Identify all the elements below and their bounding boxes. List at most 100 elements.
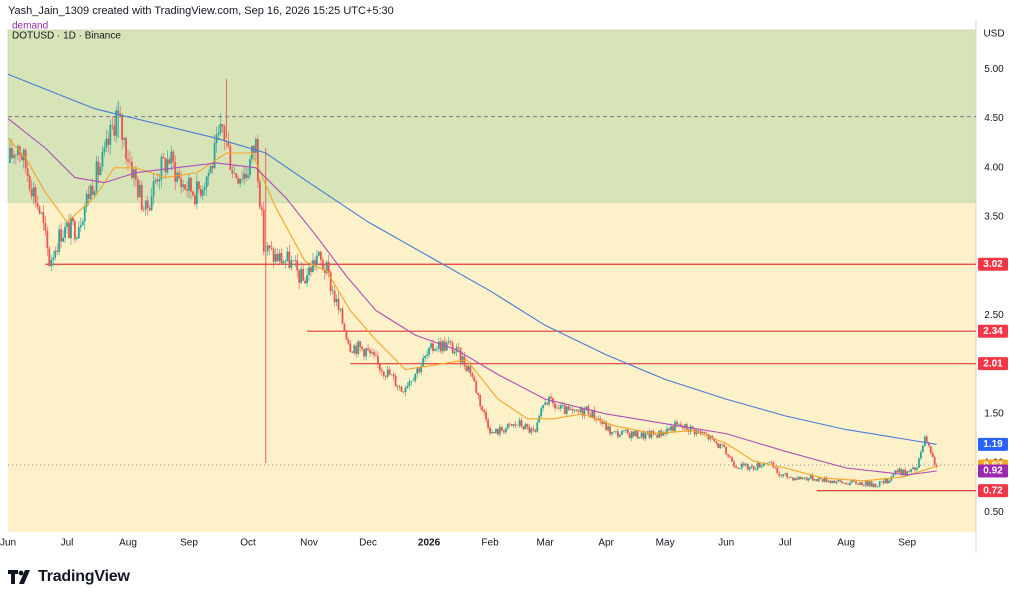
candle-body	[813, 479, 816, 481]
level-price-tag-0[interactable]	[978, 257, 1008, 271]
candle-body	[583, 409, 586, 416]
candle-body	[796, 478, 798, 480]
candle-body	[190, 177, 192, 192]
chart-canvas[interactable]: 5.004.504.003.502.501.501.000.50JunJulAu…	[0, 20, 1024, 553]
candle-body	[931, 452, 934, 458]
candle-body	[262, 209, 265, 252]
candle-body	[16, 146, 19, 155]
candle-body	[89, 185, 92, 200]
candle-body	[467, 366, 470, 371]
candle-body	[479, 395, 482, 407]
candle-body	[609, 426, 611, 435]
candle-body	[392, 374, 395, 377]
candle-body	[154, 179, 157, 182]
candle-body	[298, 270, 301, 283]
indicator-price-tag-0[interactable]	[978, 437, 1008, 451]
candle-body	[361, 346, 364, 349]
candle-body	[123, 138, 125, 140]
x-tick-label: Aug	[837, 538, 855, 549]
candle-body	[52, 257, 55, 260]
candle-body	[105, 138, 108, 148]
candle-body	[436, 348, 438, 350]
candle-body	[186, 189, 188, 191]
candle-body	[457, 347, 460, 348]
candle-body	[731, 457, 733, 462]
candle-body	[654, 434, 657, 435]
candle-body	[762, 463, 765, 467]
candle-body	[85, 193, 88, 207]
candle-body	[648, 431, 651, 438]
candle-body	[453, 351, 456, 354]
candle-body	[853, 480, 855, 482]
candle-body	[319, 252, 322, 260]
candle-body	[737, 467, 739, 469]
candle-body	[430, 343, 432, 348]
candle-body	[79, 225, 82, 228]
candle-body	[211, 165, 214, 169]
candle-body	[408, 381, 411, 386]
candle-body	[807, 478, 810, 481]
candle-body	[497, 428, 499, 435]
candle-body	[855, 481, 857, 484]
candle-body	[725, 446, 728, 455]
candle-body	[794, 478, 796, 481]
candle-body	[32, 187, 35, 197]
candle-body	[396, 386, 399, 388]
candle-body	[916, 467, 918, 470]
candle-body	[676, 421, 678, 425]
candle-body	[20, 155, 23, 161]
candle-body	[640, 432, 643, 438]
candle-body	[782, 474, 785, 476]
candle-body	[557, 407, 560, 409]
candle-body	[857, 483, 859, 485]
price-chart[interactable]: 5.004.504.003.502.501.501.000.50JunJulAu…	[0, 20, 1024, 553]
candle-body	[280, 253, 283, 264]
level-price-tag-2[interactable]	[978, 357, 1008, 371]
candle-body	[142, 209, 145, 211]
candle-body	[144, 200, 147, 210]
candle-body	[384, 375, 387, 377]
level-price-tag-1[interactable]	[978, 324, 1008, 338]
candle-body	[371, 352, 373, 354]
candle-body	[237, 178, 240, 184]
candle-body	[97, 161, 100, 175]
candle-body	[697, 430, 700, 432]
candle-body	[500, 427, 503, 431]
candle-body	[868, 481, 871, 486]
candle-body	[317, 252, 320, 256]
candle-body	[705, 433, 708, 435]
candle-body	[284, 260, 287, 262]
candle-body	[935, 464, 938, 467]
candle-body	[569, 409, 572, 410]
candle-body	[756, 463, 759, 470]
candle-body	[134, 169, 137, 180]
tradingview-footer[interactable]: TradingView	[8, 566, 130, 588]
candle-body	[461, 356, 464, 363]
candle-body	[426, 354, 428, 357]
candle-body	[636, 430, 639, 439]
candle-body	[388, 369, 391, 375]
x-tick-label: Oct	[240, 538, 256, 549]
candle-body	[912, 467, 914, 470]
candle-body	[534, 429, 537, 432]
candle-body	[64, 226, 66, 238]
candle-body	[933, 457, 936, 465]
candle-body	[542, 405, 545, 409]
candle-body	[561, 405, 564, 406]
candle-body	[717, 443, 720, 449]
candle-body	[365, 348, 367, 357]
candle-body	[205, 176, 208, 188]
candle-body	[754, 469, 757, 471]
candle-body	[353, 345, 356, 353]
level-price-tag-3[interactable]	[978, 484, 1008, 498]
candle-body	[432, 343, 434, 351]
candle-body	[579, 407, 582, 412]
candle-body	[219, 124, 222, 133]
candle-body	[559, 405, 562, 409]
indicator-price-tag-2[interactable]	[978, 464, 1008, 478]
candle-body	[473, 376, 476, 382]
candle-body	[495, 428, 497, 434]
candle-body	[170, 151, 173, 164]
candle-body	[13, 154, 15, 159]
candle-body	[398, 386, 401, 388]
